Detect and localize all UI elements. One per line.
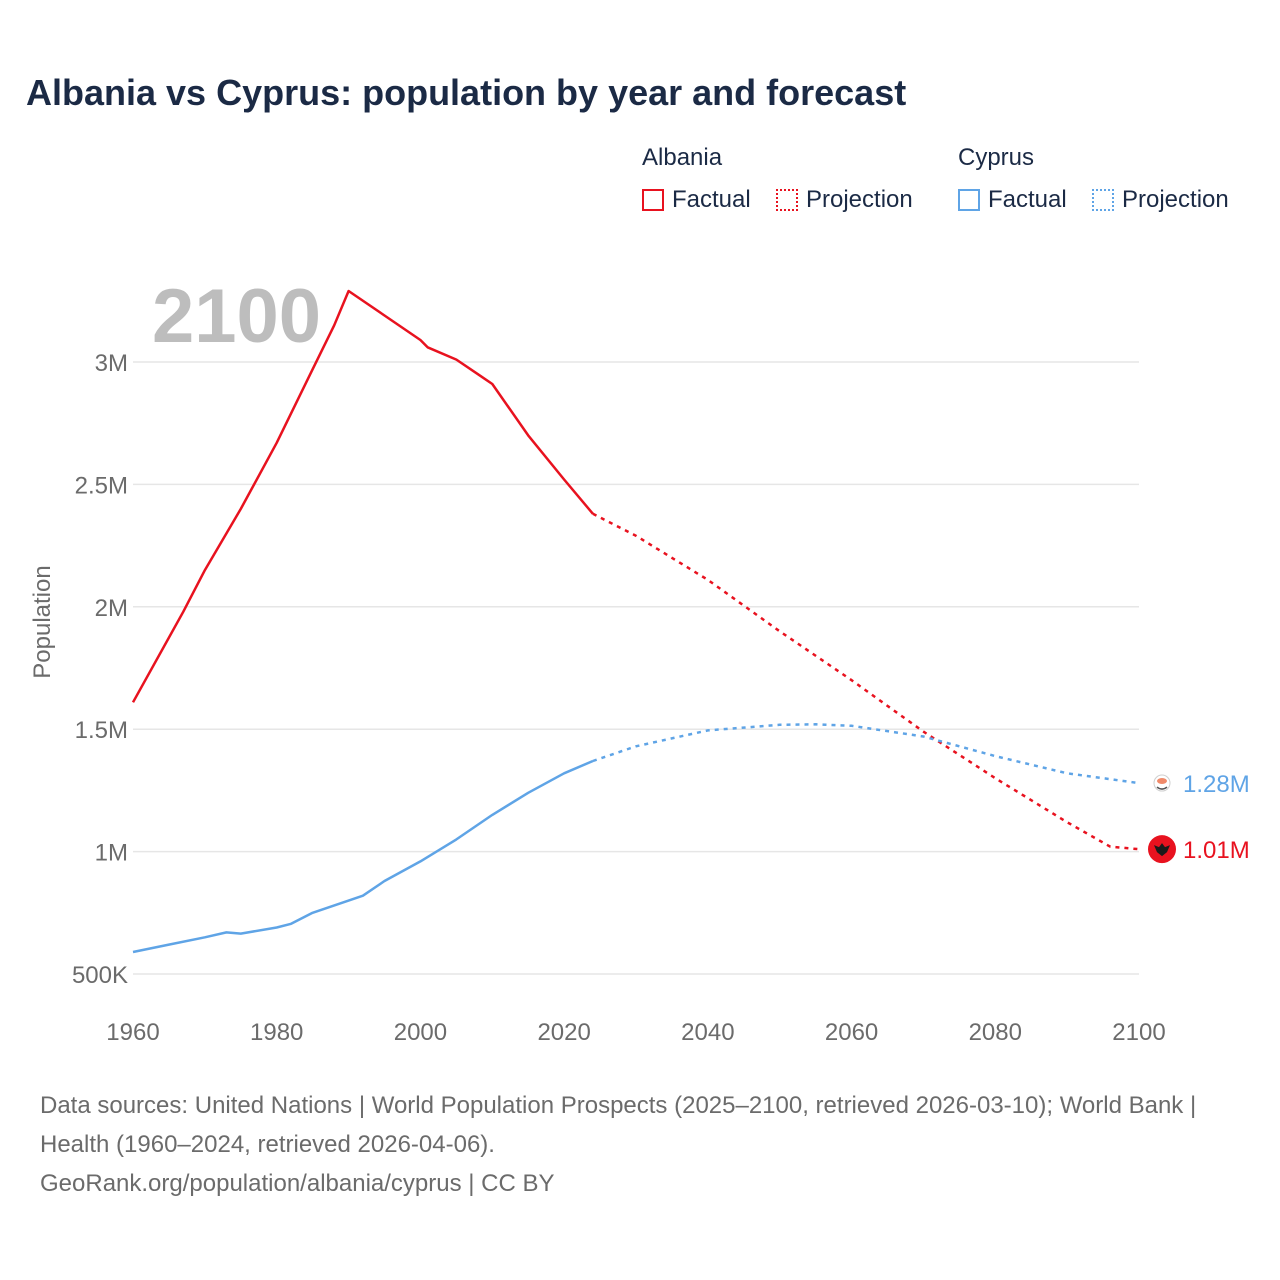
y-tick-label: 500K xyxy=(72,962,128,989)
albania-projection-line xyxy=(592,512,1140,851)
albania-end-label: 1.01M xyxy=(1183,837,1250,864)
cyprus-end-label: 1.28M xyxy=(1183,771,1250,798)
y-axis-ticks: 500K 1M 1.5M 2M 2.5M 3M xyxy=(72,350,128,989)
y-tick-label: 1M xyxy=(95,840,128,867)
legend-swatch-cyprus-factual xyxy=(958,189,980,211)
x-tick-label: 2020 xyxy=(537,1019,590,1046)
legend-swatch-albania-projection xyxy=(776,189,798,211)
legend-albania-projection[interactable]: Projection xyxy=(776,186,913,214)
island-icon xyxy=(1157,778,1167,785)
site-credit: GeoRank.org/population/albania/cyprus | … xyxy=(40,1170,555,1197)
series-lines xyxy=(131,289,1140,954)
y-tick-label: 2.5M xyxy=(75,472,128,499)
chart-title: Albania vs Cyprus: population by year an… xyxy=(26,72,907,113)
cyprus-factual-line xyxy=(132,759,594,954)
olive-branch-icon xyxy=(1156,786,1168,790)
legend-swatch-albania-factual xyxy=(642,189,664,211)
footer: Data sources: United Nations | World Pop… xyxy=(40,1086,1240,1203)
legend-label: Factual xyxy=(672,186,751,213)
y-tick-label: 3M xyxy=(95,350,128,377)
x-axis-ticks: 1960 1980 2000 2020 2040 2060 2080 2100 xyxy=(106,1019,1165,1046)
legend-swatch-cyprus-projection xyxy=(1092,189,1114,211)
y-tick-label: 1.5M xyxy=(75,717,128,744)
x-tick-label: 2100 xyxy=(1112,1019,1165,1046)
legend-group-cyprus: Cyprus xyxy=(958,144,1035,171)
legend-label: Projection xyxy=(1122,186,1229,213)
y-tick-label: 2M xyxy=(95,595,128,622)
gridlines xyxy=(133,361,1139,975)
data-sources: Data sources: United Nations | World Pop… xyxy=(40,1092,1197,1158)
y-axis-label: Population xyxy=(29,565,56,678)
legend-label: Projection xyxy=(806,186,913,213)
x-tick-label: 2000 xyxy=(394,1019,447,1046)
legend-label: Factual xyxy=(988,186,1067,213)
x-tick-label: 2060 xyxy=(825,1019,878,1046)
x-tick-label: 1960 xyxy=(106,1019,159,1046)
albania-factual-line xyxy=(131,289,594,703)
legend-cyprus-projection[interactable]: Projection xyxy=(1092,186,1229,214)
x-tick-label: 1980 xyxy=(250,1019,303,1046)
cyprus-projection-line xyxy=(592,723,1140,785)
x-tick-label: 2040 xyxy=(681,1019,734,1046)
eagle-icon xyxy=(1154,843,1170,857)
x-tick-label: 2080 xyxy=(969,1019,1022,1046)
legend-cyprus-factual[interactable]: Factual xyxy=(958,186,1067,214)
end-markers: 1.01M 1.28M xyxy=(1148,771,1250,864)
year-watermark: 2100 xyxy=(152,274,321,359)
legend-group-albania: Albania xyxy=(642,144,723,171)
legend-albania-factual[interactable]: Factual xyxy=(642,186,751,214)
